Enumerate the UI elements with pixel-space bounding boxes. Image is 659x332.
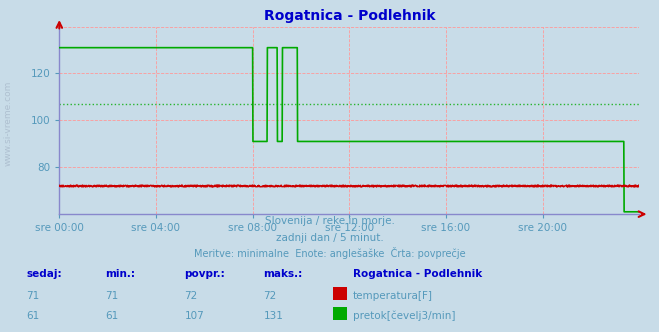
Text: povpr.:: povpr.:: [185, 269, 225, 279]
Text: min.:: min.:: [105, 269, 136, 279]
Text: 61: 61: [105, 311, 119, 321]
Text: Meritve: minimalne  Enote: anglešaške  Črta: povprečje: Meritve: minimalne Enote: anglešaške Črt…: [194, 247, 465, 259]
Title: Rogatnica - Podlehnik: Rogatnica - Podlehnik: [264, 9, 435, 23]
Text: 61: 61: [26, 311, 40, 321]
Text: zadnji dan / 5 minut.: zadnji dan / 5 minut.: [275, 233, 384, 243]
Text: pretok[čevelj3/min]: pretok[čevelj3/min]: [353, 310, 455, 321]
Text: 72: 72: [264, 291, 277, 301]
Text: www.si-vreme.com: www.si-vreme.com: [3, 80, 13, 166]
Text: 107: 107: [185, 311, 204, 321]
Text: Slovenija / reke in morje.: Slovenija / reke in morje.: [264, 216, 395, 226]
Text: 131: 131: [264, 311, 283, 321]
Text: temperatura[F]: temperatura[F]: [353, 291, 432, 301]
Text: 72: 72: [185, 291, 198, 301]
Text: 71: 71: [105, 291, 119, 301]
Text: sedaj:: sedaj:: [26, 269, 62, 279]
Text: Rogatnica - Podlehnik: Rogatnica - Podlehnik: [353, 269, 482, 279]
Text: maks.:: maks.:: [264, 269, 303, 279]
Text: 71: 71: [26, 291, 40, 301]
